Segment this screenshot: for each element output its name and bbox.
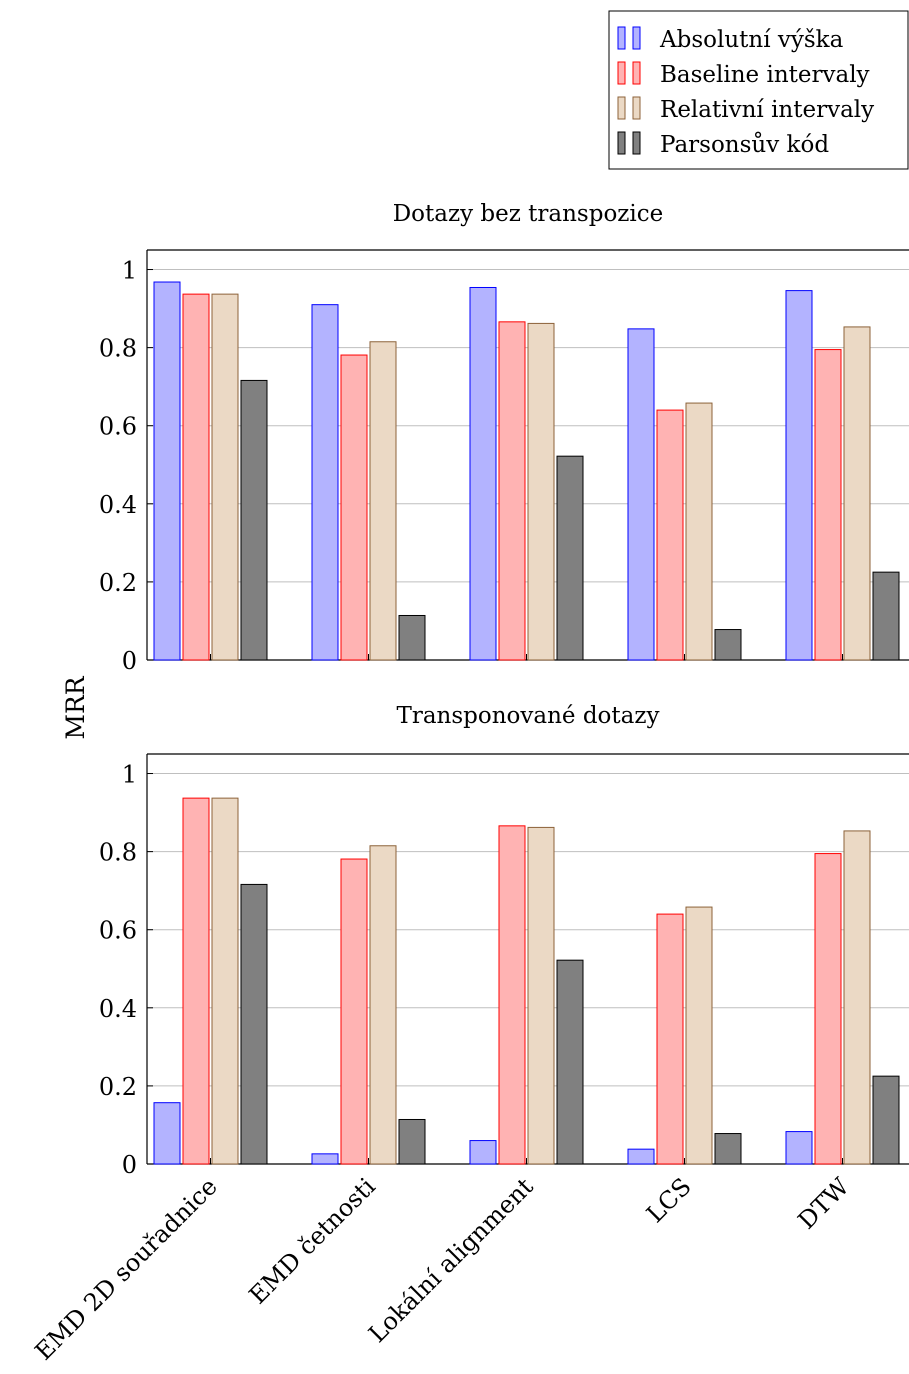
x-tick-label: EMD četnosti xyxy=(244,1172,381,1309)
bar xyxy=(843,830,871,1165)
legend-swatch xyxy=(632,96,641,120)
legend-label: Baseline intervaly xyxy=(660,62,870,88)
bar xyxy=(843,326,871,661)
bar xyxy=(311,304,339,661)
y-tick-label: 0.6 xyxy=(99,413,137,441)
legend: Absolutní výška Baseline intervaly Relativ… xyxy=(608,10,909,170)
legend-swatch xyxy=(632,131,641,155)
bar xyxy=(714,629,742,661)
y-tick-label: 0.6 xyxy=(99,917,137,945)
y-tick-label: 1 xyxy=(122,761,137,789)
bar xyxy=(211,797,239,1165)
bar xyxy=(240,883,268,1165)
bar xyxy=(311,1153,339,1165)
y-tick-label: 0.8 xyxy=(99,335,137,363)
legend-box xyxy=(608,10,909,170)
bar xyxy=(872,571,900,661)
bar xyxy=(627,328,655,661)
panel-title: Dotazy bez transpozice xyxy=(393,201,664,227)
bar xyxy=(398,614,426,661)
bar xyxy=(656,409,684,661)
bar xyxy=(398,1118,426,1165)
x-tick-label: EMD 2D souřadnice xyxy=(30,1172,223,1365)
x-tick-label: DTW xyxy=(793,1172,855,1234)
bar xyxy=(714,1133,742,1165)
y-tick-label: 0.8 xyxy=(99,839,137,867)
bar xyxy=(872,1075,900,1165)
bar xyxy=(211,293,239,661)
y-tick-label: 0 xyxy=(122,1151,137,1179)
y-tick-label: 0.4 xyxy=(99,491,137,519)
bar xyxy=(498,321,526,661)
bar xyxy=(469,286,497,661)
bar xyxy=(527,826,555,1165)
legend-label: Parsonsův kód xyxy=(660,131,829,158)
bar xyxy=(527,322,555,661)
bar xyxy=(785,290,813,661)
bar xyxy=(685,402,713,661)
bar xyxy=(556,959,584,1165)
x-tick-label: LCS xyxy=(641,1172,697,1228)
legend-swatch xyxy=(632,26,641,50)
legend-swatch xyxy=(617,61,626,85)
x-tick-label: Lokální alignment xyxy=(363,1172,539,1348)
legend-label: Relativní intervaly xyxy=(660,97,874,123)
bar xyxy=(182,293,210,661)
y-tick-label: 1 xyxy=(122,257,137,285)
bar xyxy=(369,341,397,661)
y-tick-label: 0.4 xyxy=(99,995,137,1023)
bar xyxy=(469,1140,497,1165)
y-tick-label: 0.2 xyxy=(99,1073,137,1101)
bar xyxy=(153,281,181,661)
bar xyxy=(153,1102,181,1165)
legend-label: Absolutní výška xyxy=(659,27,844,53)
legend-swatch xyxy=(632,61,641,85)
y-tick-label: 0 xyxy=(122,647,137,675)
bar xyxy=(814,853,842,1165)
bar xyxy=(656,913,684,1165)
bar xyxy=(340,858,368,1165)
y-tick-label: 0.2 xyxy=(99,569,137,597)
chart-panel: Dotazy bez transpozice 0 0.2 0.4 0.6 0.8 1 xyxy=(99,201,909,675)
legend-swatch xyxy=(617,96,626,120)
legend-swatch xyxy=(617,131,626,155)
bar xyxy=(685,906,713,1165)
legend-swatch xyxy=(617,26,626,50)
bar xyxy=(785,1131,813,1165)
bar xyxy=(627,1148,655,1165)
bar xyxy=(240,379,268,661)
chart-panel: Transponované dotazy 0 0.2 0.4 0.6 0.8 1 xyxy=(99,703,909,1179)
y-axis-label: MRR xyxy=(61,675,90,739)
bar xyxy=(182,797,210,1165)
bar xyxy=(814,349,842,661)
bar xyxy=(556,455,584,661)
bar xyxy=(498,825,526,1165)
panel-title: Transponované dotazy xyxy=(397,703,660,729)
bar xyxy=(340,354,368,661)
bar xyxy=(369,845,397,1165)
